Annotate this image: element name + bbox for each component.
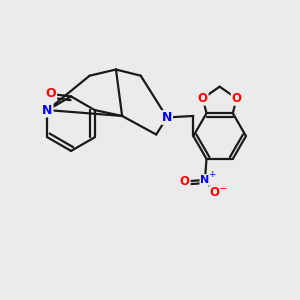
Text: N: N — [162, 111, 172, 124]
Text: O: O — [210, 186, 220, 200]
Text: O: O — [232, 92, 242, 105]
Text: −: − — [219, 184, 228, 194]
Text: +: + — [208, 170, 215, 179]
Text: O: O — [46, 88, 56, 100]
Text: N: N — [200, 175, 210, 185]
Text: O: O — [198, 92, 208, 105]
Text: N: N — [42, 103, 52, 117]
Text: O: O — [180, 175, 190, 188]
